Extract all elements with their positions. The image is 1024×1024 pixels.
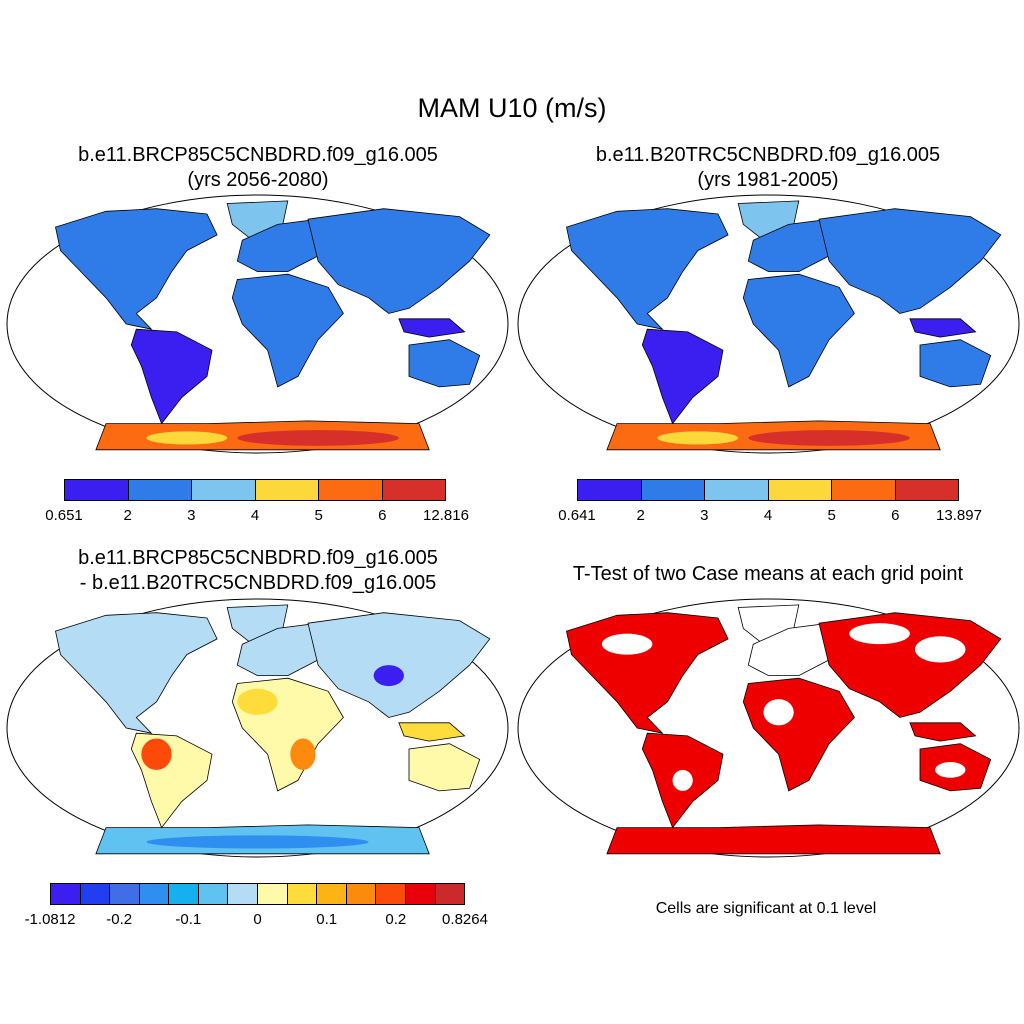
panel1-colorbar [64,479,446,501]
colorbar-swatch [128,480,192,500]
colorbar-tick-label: 12.816 [423,507,469,524]
nonsignificant-area [672,769,693,791]
panel3-title-line1: b.e11.BRCP85C5CNBDRD.f09_g16.005 [78,547,438,569]
colorbar-swatch [198,884,229,904]
colorbar-swatch [832,480,896,500]
figure-title: MAM U10 (m/s) [417,93,607,123]
diff-highlight [141,738,172,770]
panel1-title-line2: (yrs 2056-2080) [187,169,329,191]
diff-highlight [237,688,278,715]
panel4-note: Cells are significant at 0.1 level [655,900,877,917]
antarctica-band [146,431,228,445]
continent-samerica [130,328,213,425]
colorbar-swatch [80,884,111,904]
colorbar-swatch [578,480,642,500]
panel3-colorbar-labels: -1.0812 -0.2 -0.1 0 0.1 0.2 0.8264 [25,911,488,931]
nonsignificant-area [763,699,794,726]
continent-namerica [566,208,729,330]
panel2-colorbar-labels: 0.641 2 3 4 5 6 13.897 [558,507,982,527]
colorbar-swatch [51,884,81,904]
diff-highlight [373,665,404,687]
colorbar-tick-label: 4 [250,507,260,524]
antarctica-core [748,430,910,446]
colorbar-tick-label: 0.641 [558,507,596,524]
colorbar-tick-label: 5 [827,507,836,524]
continent-africa [231,273,344,388]
colorbar-tick-label: 0.8264 [442,911,488,928]
colorbar-tick-label: 3 [700,507,709,524]
antarctica-band [657,431,739,445]
diff-antarctica-band [146,835,369,849]
panel2-title-line1: b.e11.B20TRC5CNBDRD.f09_g16.005 [595,144,941,166]
colorbar-swatch [382,480,445,500]
panel1-map [6,194,509,454]
nonsignificant-area [849,623,910,645]
colorbar-tick-label: 6 [891,507,900,524]
colorbar-swatch [110,884,140,904]
continent-antarctica [606,824,941,855]
colorbar-tick-label: -1.0812 [24,911,76,928]
colorbar-swatch [435,884,465,904]
colorbar-tick-label: 0.2 [385,911,407,928]
continent-australia [408,339,481,388]
colorbar-swatch [405,884,436,904]
nonsignificant-area [914,636,966,663]
colorbar-tick-label: 5 [314,507,323,524]
continent-indonesia [398,722,466,742]
continent-namerica [55,208,218,330]
panel4-map [517,598,1020,858]
colorbar-swatch [258,884,288,904]
panel1-title-line1: b.e11.BRCP85C5CNBDRD.f09_g16.005 [78,144,438,166]
colorbar-swatch [895,480,958,500]
panel1-colorbar-labels: 0.651 2 3 4 5 6 12.816 [45,507,469,527]
continent-asia [818,208,1002,314]
panel3-map [6,598,509,858]
colorbar-tick-label: 4 [763,507,773,524]
panel4-title: T-Test of two Case means at each grid po… [572,563,964,585]
colorbar-swatch [255,480,319,500]
colorbar-swatch [768,480,832,500]
colorbar-tick-label: 0.1 [316,911,338,928]
colorbar-swatch [139,884,170,904]
antarctica-core [237,430,399,446]
colorbar-tick-label: -0.1 [175,911,202,928]
continent-asia [307,612,491,718]
diff-highlight [290,738,316,770]
colorbar-tick-label: 3 [187,507,196,524]
continent-africa [742,273,855,388]
colorbar-tick-label: 13.897 [936,507,982,524]
panel2-colorbar [577,479,959,501]
colorbar-swatch [376,884,406,904]
colorbar-tick-label: 0.651 [45,507,83,524]
colorbar-swatch [705,480,769,500]
continent-asia [307,208,491,314]
colorbar-swatch [641,480,705,500]
panel3-colorbar [50,883,465,905]
panel3-title-line2: - b.e11.B20TRC5CNBDRD.f09_g16.005 [79,572,437,594]
colorbar-tick-label: 2 [123,507,132,524]
colorbar-swatch [317,884,347,904]
colorbar-swatch [228,884,259,904]
colorbar-tick-label: 2 [636,507,645,524]
continent-namerica [55,612,218,734]
colorbar-swatch [319,480,383,500]
colorbar-tick-label: 0 [253,911,262,928]
panel2-title-line2: (yrs 1981-2005) [697,169,839,191]
colorbar-swatch [192,480,256,500]
colorbar-swatch [287,884,318,904]
colorbar-swatch [65,480,129,500]
colorbar-swatch [346,884,377,904]
continent-indonesia [909,318,977,338]
continent-samerica [641,328,724,425]
continent-australia [919,339,992,388]
continent-indonesia [398,318,466,338]
continent-indonesia [909,722,977,742]
panel2-map [517,194,1020,454]
nonsignificant-area [601,633,653,655]
colorbar-tick-label: -0.2 [106,911,133,928]
continent-australia [408,743,481,792]
colorbar-tick-label: 6 [378,507,387,524]
nonsignificant-area [935,762,966,778]
colorbar-swatch [169,884,199,904]
